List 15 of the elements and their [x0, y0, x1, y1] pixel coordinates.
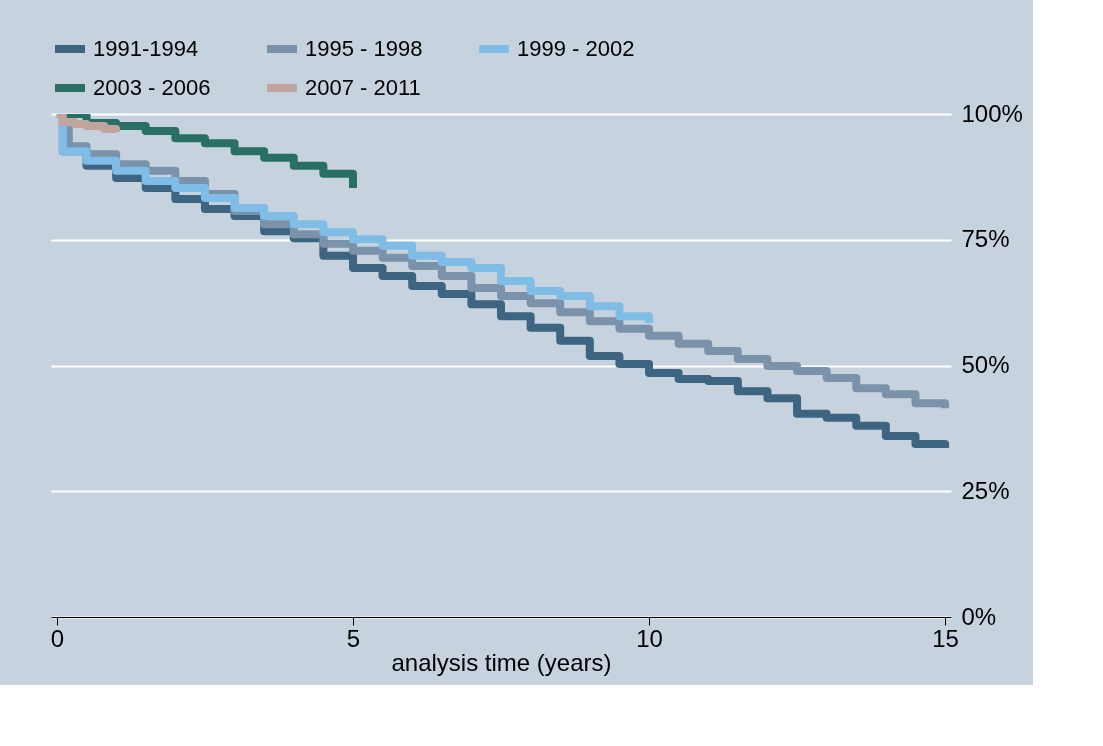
y-tick-label: 100%: [961, 99, 1023, 127]
legend-label: 2003 - 2006: [93, 75, 211, 100]
x-axis-title: analysis time (years): [391, 648, 612, 676]
y-tick-label: 75%: [961, 225, 1010, 253]
x-tick-label: 10: [636, 624, 663, 652]
y-tick-label: 0%: [961, 602, 997, 630]
legend-label: 1999 - 2002: [517, 36, 635, 61]
x-tick-label: 0: [50, 624, 65, 652]
x-tick-label: 5: [346, 624, 361, 652]
legend-label: 1991-1994: [93, 36, 199, 61]
legend-label: 1995 - 1998: [305, 36, 423, 61]
legend-label: 2007 - 2011: [305, 75, 421, 100]
x-tick-label: 15: [932, 624, 959, 652]
y-tick-label: 50%: [961, 351, 1010, 378]
y-tick-label: 25%: [961, 476, 1010, 504]
